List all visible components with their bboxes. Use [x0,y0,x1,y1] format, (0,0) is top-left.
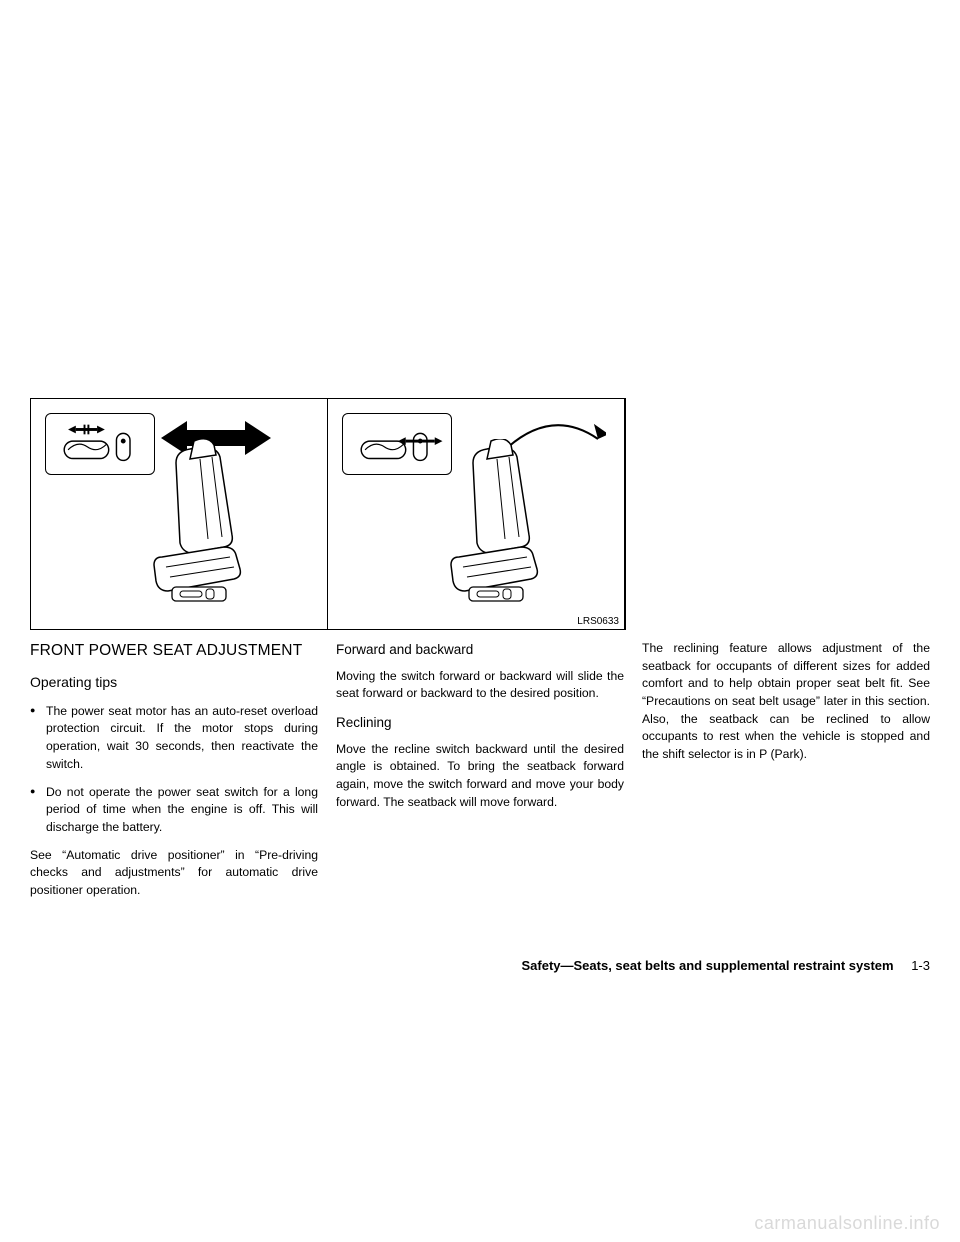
heading-forward-backward: Forward and backward [336,640,624,660]
switch-panel-left [45,413,155,475]
para-reclining-feature: The reclining feature allows adjustment … [642,640,930,764]
footer-page-number: 1-3 [911,958,930,973]
column-2: Forward and backward Moving the switch f… [336,640,624,910]
column-3: The reclining feature allows adjustment … [642,640,930,910]
figure-right-reclining [328,399,625,629]
page-content: LRS0633 FRONT POWER SEAT ADJUSTMENT Oper… [30,398,930,910]
figure-left-forward-backward [31,399,328,629]
heading-reclining: Reclining [336,713,624,733]
see-automatic-drive-positioner: See “Automatic drive positioner” in “Pre… [30,847,318,900]
para-reclining: Move the recline switch backward until t… [336,741,624,812]
seat-adjustment-figure: LRS0633 [30,398,626,630]
operating-tips-list: The power seat motor has an auto-reset o… [30,703,318,837]
watermark-text: carmanualsonline.info [754,1213,940,1234]
switch-panel-right [342,413,452,475]
seat-illustration-left [146,439,256,609]
column-1: FRONT POWER SEAT ADJUSTMENT Operating ti… [30,640,318,910]
list-item: The power seat motor has an auto-reset o… [30,703,318,774]
footer-section-title: Safety—Seats, seat belts and supplementa… [521,958,893,973]
subheading-operating-tips: Operating tips [30,672,318,692]
seat-illustration-right [443,439,553,609]
para-forward-backward: Moving the switch forward or backward wi… [336,668,624,703]
text-columns: FRONT POWER SEAT ADJUSTMENT Operating ti… [30,640,930,910]
figure-code: LRS0633 [577,616,619,627]
heading-front-power-seat: FRONT POWER SEAT ADJUSTMENT [30,640,318,662]
page-footer: Safety—Seats, seat belts and supplementa… [30,958,930,973]
list-item: Do not operate the power seat switch for… [30,784,318,837]
